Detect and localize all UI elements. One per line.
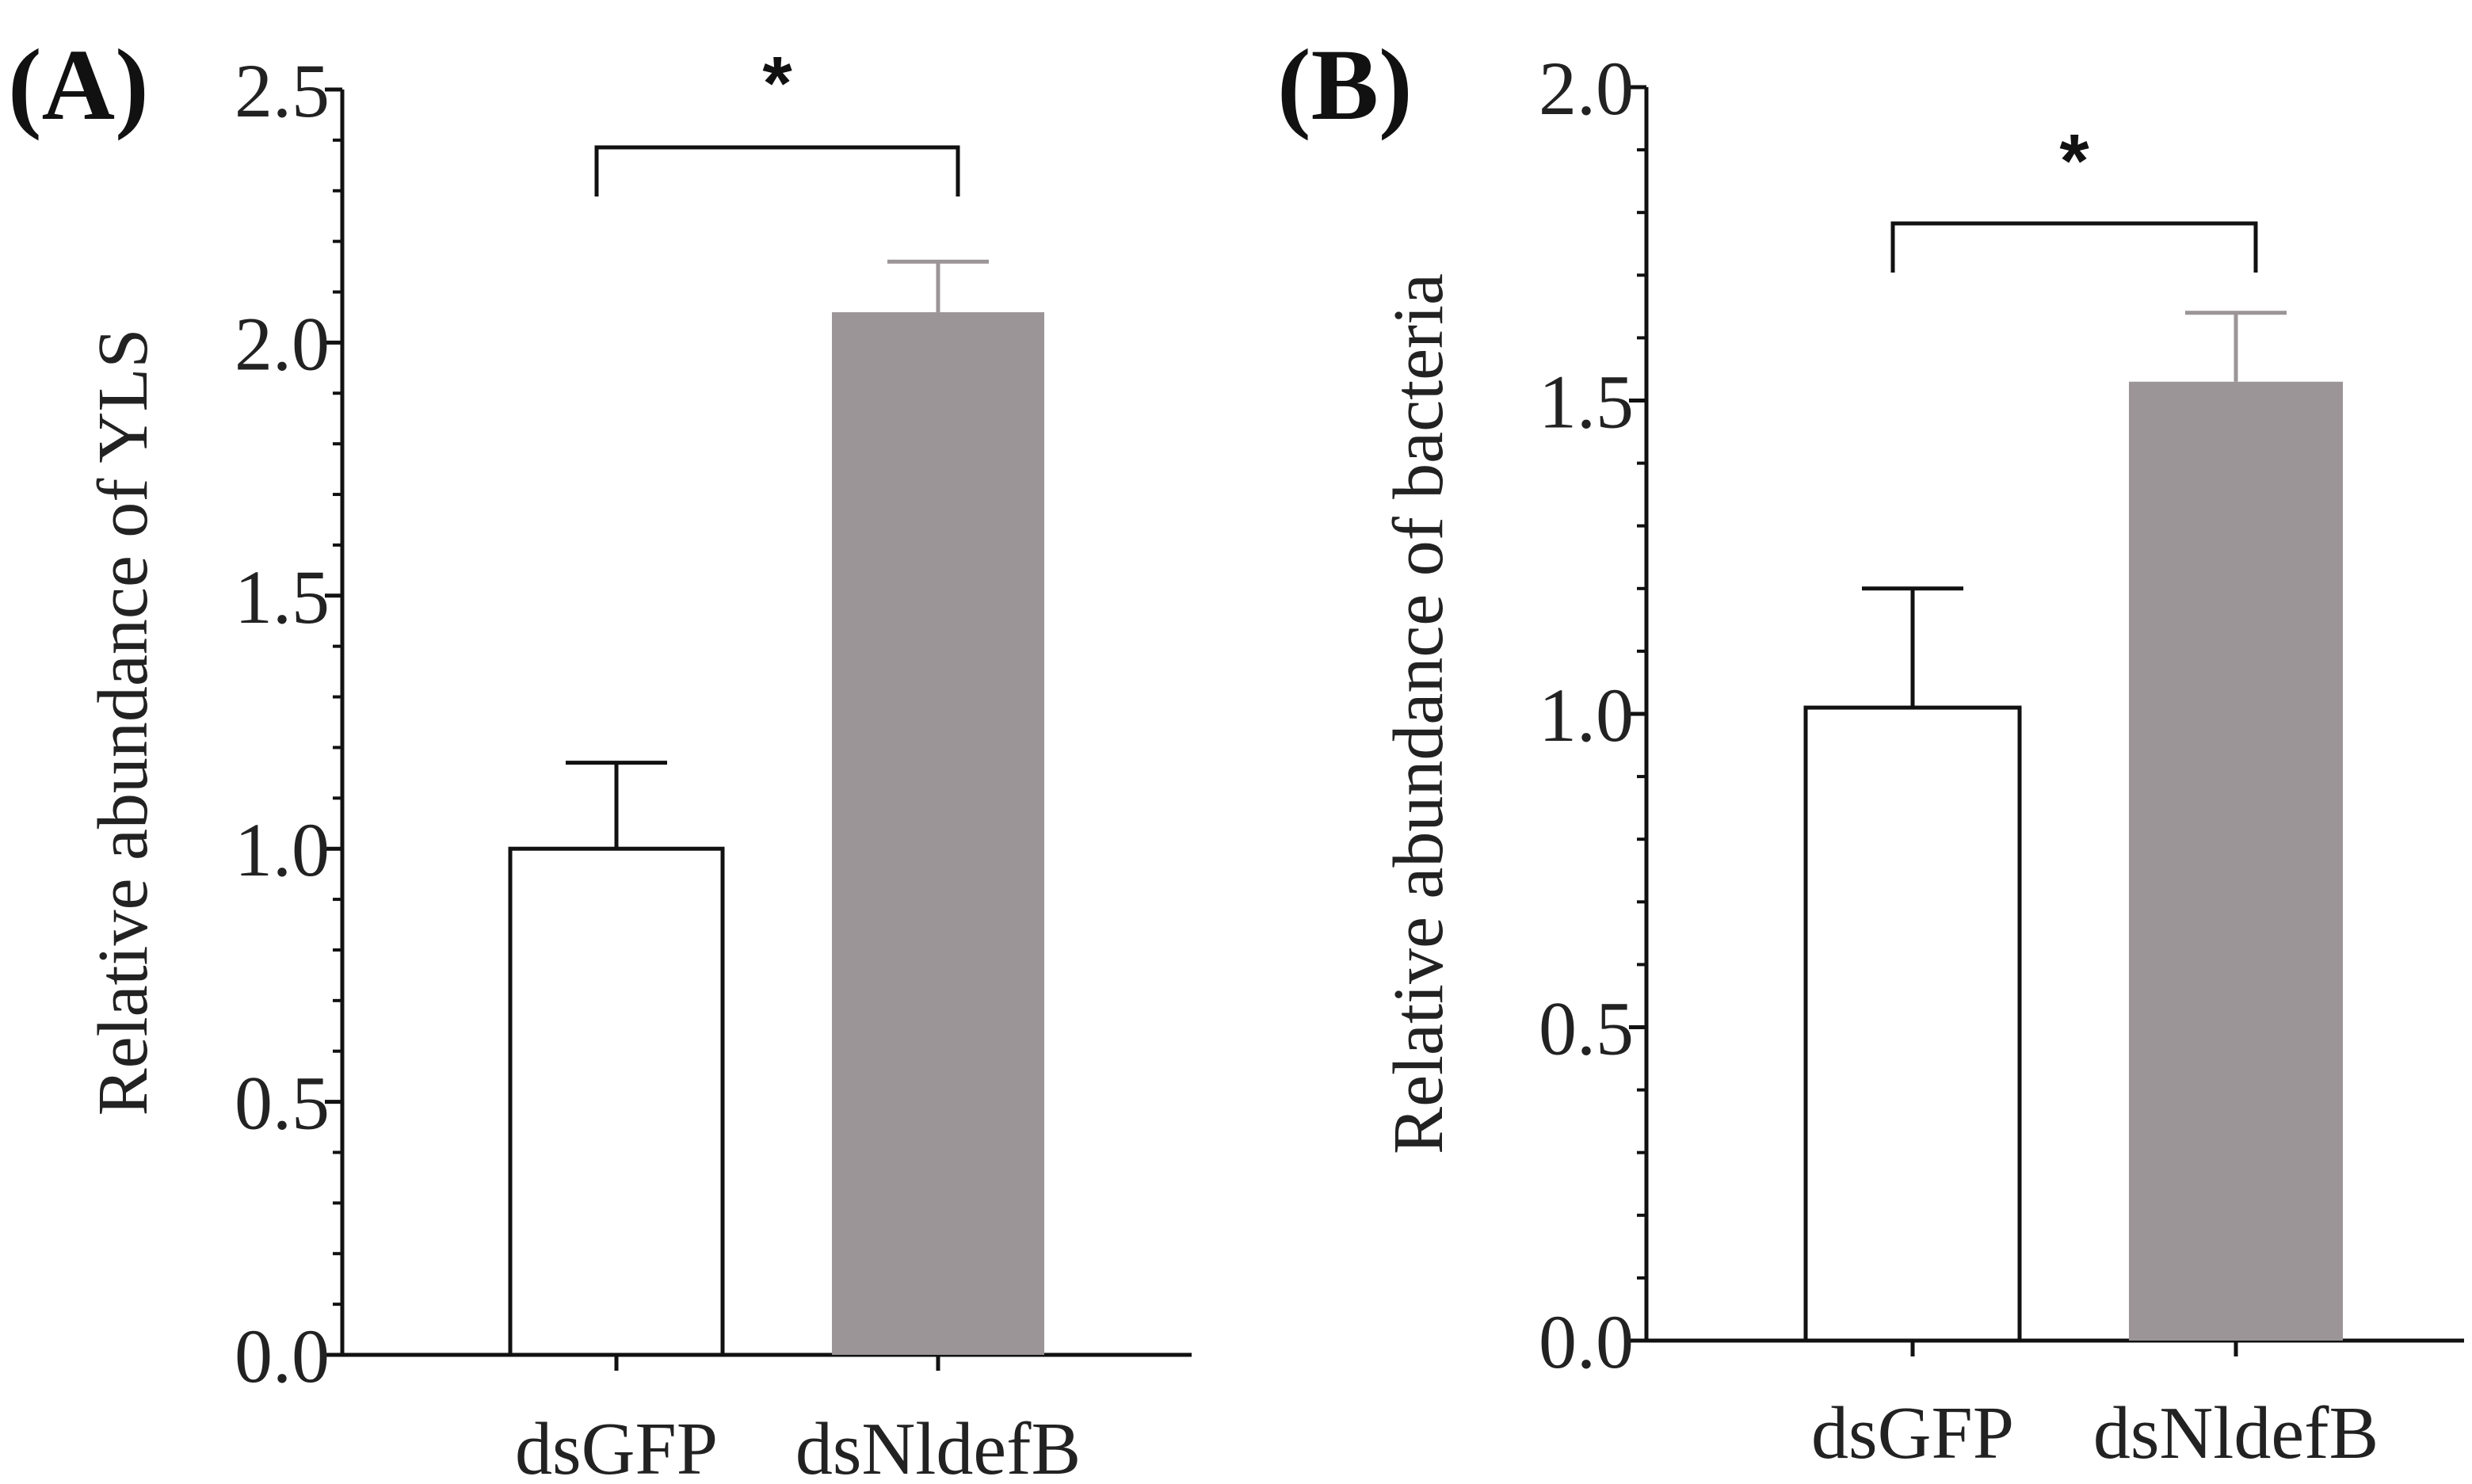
bar-dsgfp: [1803, 705, 2022, 1343]
y-tick-label: 2.0: [235, 301, 330, 386]
panel-a: (A) 0.0 0.5 1.0 1.5 2.0 2.5 Relative abundance …: [8, 29, 1192, 1484]
significance-bracket: [594, 145, 960, 196]
x-tick-label: dsGFP: [515, 1408, 718, 1484]
y-tick-label: 1.0: [1539, 673, 1634, 757]
y-tick-label: 1.5: [235, 555, 330, 639]
y-tick-label: 0.0: [1539, 1299, 1634, 1384]
y-tick-label: 0.0: [235, 1314, 330, 1398]
y-axis-title: Relative abundance of YLS: [84, 329, 162, 1116]
x-tick-label: dsGFP: [1811, 1392, 2014, 1474]
significance-mark: *: [762, 41, 792, 126]
x-tick-label: dsNldefB: [795, 1408, 1081, 1484]
panel-label: (A): [8, 29, 149, 141]
panel-b: (B) 0.0 0.5 1.0 1.5 2.0 Relative abundance of …: [1277, 29, 2464, 1474]
y-tick-label: 2.0: [1539, 46, 1634, 131]
panel-label: (B): [1277, 29, 1413, 141]
bar-dsgfp: [508, 846, 725, 1357]
bar-dsnldefb: [832, 312, 1044, 1355]
y-tick-label: 2.5: [235, 48, 330, 133]
significance-bracket: [1890, 221, 2258, 273]
y-axis-title: Relative abundance of bacteria: [1379, 273, 1458, 1154]
y-tick-label: 1.0: [235, 807, 330, 892]
y-tick-label: 0.5: [235, 1061, 330, 1146]
x-tick-label: dsNldefB: [2093, 1392, 2379, 1474]
y-tick-label: 1.5: [1539, 360, 1634, 444]
y-tick-label: 0.5: [1539, 986, 1634, 1071]
significance-mark: *: [2059, 119, 2089, 204]
bar-dsnldefb: [2129, 381, 2343, 1341]
